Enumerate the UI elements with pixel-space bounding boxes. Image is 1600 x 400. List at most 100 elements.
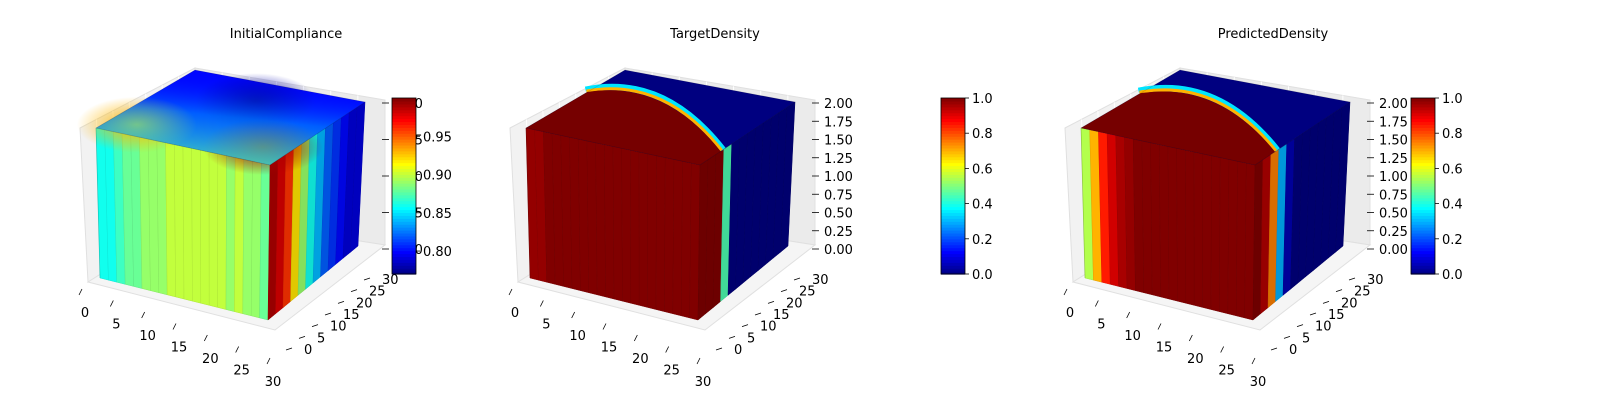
colorbar-step: [1411, 142, 1435, 146]
colorbar-step: [392, 232, 416, 237]
y-tick: [285, 347, 293, 351]
colorbar-step: [392, 247, 416, 252]
front-face-cell: [664, 157, 675, 315]
y-tick-label: 5: [1302, 331, 1310, 346]
colorbar-tick-label: 0.0: [1442, 268, 1463, 283]
front-face-cell: [191, 147, 202, 304]
x-tick-label: 20: [1187, 352, 1204, 367]
colorbar-step: [392, 218, 416, 222]
x-tick: [1063, 288, 1068, 296]
colorbar-step: [941, 133, 965, 137]
colorbar-tick-label: 0.8: [972, 127, 993, 142]
x-tick-label: 5: [1097, 318, 1105, 333]
colorbar-tick-label: 0.95: [423, 130, 452, 145]
z-tick-label: 0.00: [1379, 243, 1408, 258]
y-tick-label: 20: [786, 296, 803, 311]
colorbar: 0.0 0.2 0.4 0.6 0.8 1.0: [1410, 92, 1463, 283]
colorbar-step: [1411, 250, 1435, 255]
colorbar-step: [941, 183, 965, 187]
y-tick: [1309, 312, 1317, 316]
subplot-title: PredictedDensity: [1218, 27, 1329, 42]
subplot-title: TargetDensity: [669, 27, 760, 42]
top-solid-region: [526, 90, 721, 165]
colorbar-step: [1411, 121, 1435, 125]
colorbar-step: [392, 106, 416, 111]
colorbar-tick-label: 0.6: [1442, 162, 1463, 177]
colorbar-step: [1411, 144, 1435, 149]
front-face-cell: [1185, 149, 1195, 306]
z-tick-label: 1.75: [1379, 115, 1408, 130]
colorbar-step: [941, 142, 965, 146]
x-tick-label: 15: [171, 341, 188, 356]
z-tick-label: 0.50: [824, 207, 853, 222]
x-tick-label: 15: [1156, 341, 1173, 356]
colorbar-step: [941, 150, 965, 155]
colorbar-step: [1411, 103, 1435, 108]
front-face-cell: [621, 147, 632, 304]
colorbar-step: [941, 174, 965, 178]
x-tick: [1188, 334, 1193, 342]
x-tick-label: 0: [1066, 306, 1074, 321]
top-transition-band: [584, 83, 726, 151]
x-tick: [109, 300, 114, 307]
subplot-initialcompliance: InitialCompliance05101520253005101520253…: [76, 27, 452, 390]
colorbar-step: [392, 183, 416, 187]
x-tick: [203, 334, 208, 342]
colorbar-step: [392, 212, 416, 216]
colorbar-step: [392, 177, 416, 181]
cube-edge: [525, 69, 797, 279]
colorbar-step: [392, 268, 416, 272]
colorbar-step: [941, 271, 965, 275]
colorbar-step: [392, 133, 416, 137]
y-tick: [780, 289, 788, 293]
colorbar-step: [1411, 191, 1435, 196]
colorbar-step: [1411, 183, 1435, 187]
colorbar-step: [392, 197, 416, 202]
z-tick-label: 0.50: [1379, 207, 1408, 222]
colorbar-step: [941, 118, 965, 123]
x-tick: [508, 288, 513, 296]
colorbar-step: [941, 259, 965, 263]
colorbar-step: [1411, 232, 1435, 237]
top-transition-band: [1137, 84, 1280, 152]
colorbar-step: [1411, 218, 1435, 222]
colorbar-step: [941, 121, 965, 125]
colorbar-tick-label: 0.4: [972, 198, 993, 213]
colorbar-step: [392, 186, 416, 190]
colorbar-frame: [391, 97, 417, 275]
colorbar-step: [1411, 238, 1435, 243]
colorbar-step: [392, 265, 416, 269]
x-tick-label: 5: [542, 318, 550, 333]
colorbar-step: [1411, 147, 1435, 152]
x-tick-label: 10: [569, 329, 586, 344]
y-tick: [715, 347, 723, 351]
colorbar-step: [392, 127, 416, 131]
colorbar-tick-label: 0.4: [1442, 198, 1463, 213]
x-tick-label: 25: [663, 364, 680, 379]
colorbar-step: [392, 136, 416, 140]
colorbar-step: [392, 200, 416, 205]
colorbar-step: [1411, 209, 1435, 213]
colorbar-step: [1411, 109, 1435, 114]
y-tick: [1335, 289, 1343, 293]
colorbar-step: [941, 144, 965, 149]
colorbar-step: [392, 144, 416, 149]
colorbar-step: [941, 139, 965, 143]
y-tick-label: 10: [1315, 320, 1332, 335]
front-face-cell: [1193, 151, 1204, 308]
y-tick: [793, 277, 801, 281]
y-tick: [1348, 277, 1356, 281]
colorbar: 0.80 0.85 0.90 0.95: [391, 97, 452, 275]
colorbar-step: [941, 262, 965, 266]
x-tick: [696, 357, 701, 365]
colorbar-step: [941, 203, 965, 208]
colorbar-step: [1411, 156, 1435, 161]
colorbar-step: [941, 106, 965, 111]
colorbar-step: [941, 147, 965, 152]
colorbar-step: [941, 253, 965, 257]
colorbar-step: [941, 206, 965, 211]
y-tick: [298, 335, 306, 339]
colorbar-step: [392, 153, 416, 158]
colorbar-step: [941, 244, 965, 249]
